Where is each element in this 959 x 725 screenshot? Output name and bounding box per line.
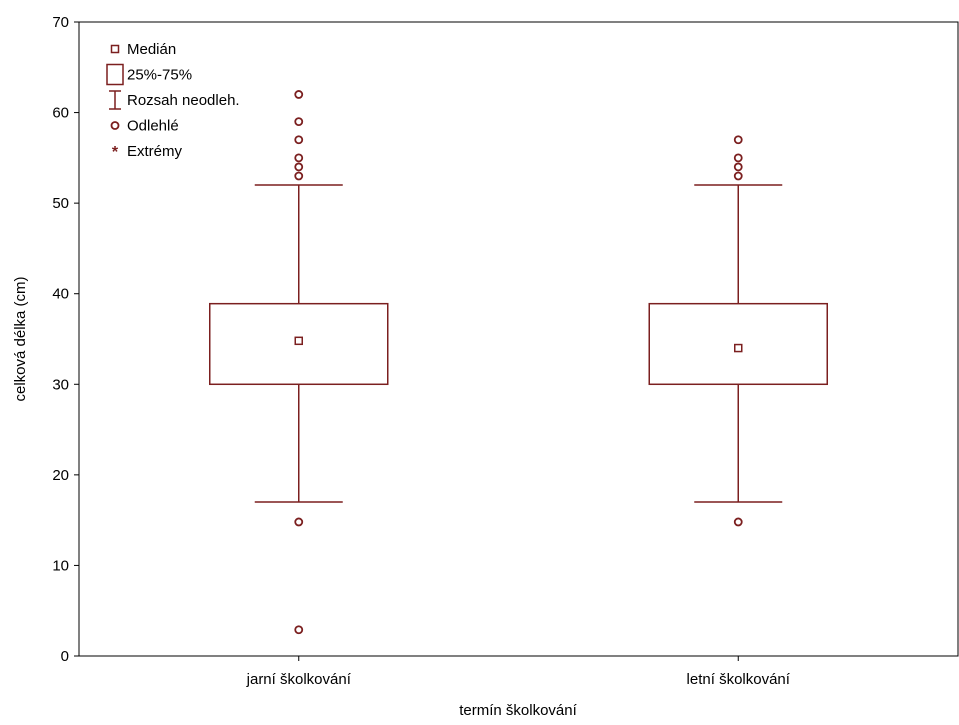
legend-item-whisker: Rozsah neodleh. [109, 90, 240, 110]
legend-label: 25%-75% [127, 67, 192, 84]
legend-item-extreme: * Extrémy [112, 143, 183, 161]
outlier-point [294, 153, 304, 163]
x-axis-label: termín školkování [459, 702, 577, 719]
legend-extreme-symbol: * [112, 144, 119, 161]
x-tick-label: letní školkování [687, 671, 791, 688]
legend: Medián 25%-75% Rozsah neodleh. Odlehlé * Extr… [106, 41, 240, 161]
legend-label: Medián [127, 41, 176, 58]
legend-label: Odlehlé [127, 118, 179, 135]
y-axis-label: celková délka (cm) [12, 276, 29, 401]
outlier-point [733, 153, 743, 163]
y-tick-label: 20 [52, 467, 69, 484]
box-series [209, 90, 828, 635]
outlier-point [294, 171, 304, 181]
median-marker [734, 343, 743, 353]
box-group [648, 135, 828, 527]
y-tick-label: 0 [61, 648, 69, 665]
outlier-point [733, 171, 743, 181]
legend-label: Rozsah neodleh. [127, 92, 240, 109]
median-marker [294, 336, 303, 346]
y-tick-label: 30 [52, 376, 69, 393]
outlier-point [294, 625, 304, 635]
x-axis: jarní školkování letní školkování [246, 656, 791, 688]
y-tick-label: 40 [52, 286, 69, 303]
y-tick-label: 10 [52, 557, 69, 574]
outlier-point [294, 117, 304, 127]
outlier-point [733, 517, 743, 527]
outlier-point [294, 517, 304, 527]
legend-median-symbol [110, 44, 120, 54]
y-tick-label: 50 [52, 195, 69, 212]
outlier-point [294, 135, 304, 145]
y-tick-label: 70 [52, 14, 69, 31]
outlier-point [733, 135, 743, 145]
outlier-point [294, 162, 304, 172]
legend-item-box: 25%-75% [106, 63, 192, 86]
y-tick-label: 60 [52, 105, 69, 122]
legend-box-symbol [106, 63, 124, 86]
legend-item-outlier: Odlehlé [110, 118, 179, 135]
legend-item-median: Medián [110, 41, 176, 58]
box-group [209, 90, 389, 635]
y-axis: 0 10 20 30 40 50 60 70 [52, 14, 79, 665]
legend-label: Extrémy [127, 143, 183, 160]
legend-outlier-symbol [110, 121, 120, 130]
outlier-point [294, 90, 304, 99]
x-tick-label: jarní školkování [246, 671, 352, 688]
outlier-point [733, 162, 743, 172]
